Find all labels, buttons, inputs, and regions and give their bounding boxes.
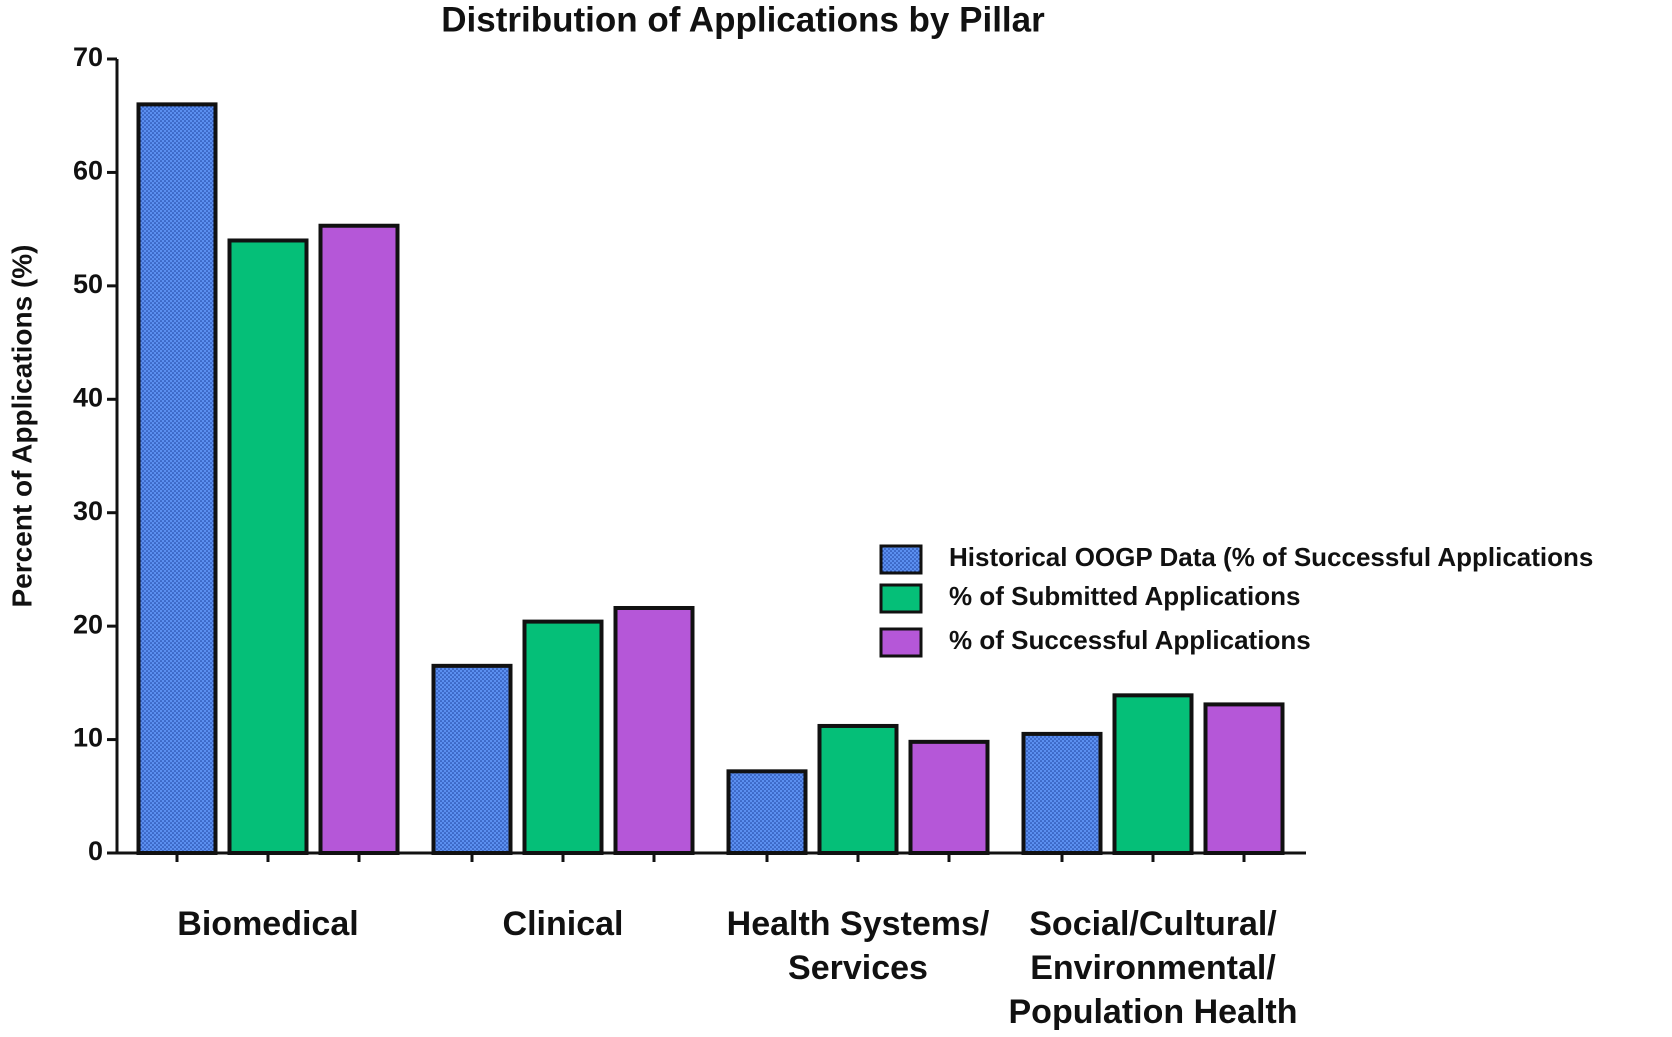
bar <box>726 769 808 855</box>
legend-swatch <box>879 583 923 614</box>
legend-label: % of Submitted Applications <box>949 581 1300 611</box>
x-tick-label: Clinical <box>502 905 624 943</box>
bar <box>522 619 604 855</box>
bar <box>318 223 400 856</box>
bar <box>1021 731 1103 856</box>
y-tick-label: 20 <box>73 609 103 639</box>
y-tick-label: 70 <box>73 42 103 72</box>
legend-swatch <box>879 627 923 658</box>
bar <box>1112 693 1194 855</box>
y-tick-label: 0 <box>88 836 103 866</box>
legend-label: Historical OOGP Data (% of Successful Ap… <box>949 542 1593 572</box>
y-axis-label: Percent of Applications (%) <box>6 244 37 607</box>
bar <box>1203 702 1285 855</box>
bar <box>136 102 218 856</box>
bar <box>817 723 899 856</box>
y-tick-label: 10 <box>73 723 103 753</box>
bar <box>431 663 513 855</box>
x-tick-label: Biomedical <box>177 905 359 943</box>
x-tick-label: Social/Cultural/ Environmental/ Populati… <box>1008 905 1298 1031</box>
x-tick-label: Health Systems/ Services <box>726 905 990 987</box>
chart-title: Distribution of Applications by Pillar <box>441 0 1045 39</box>
y-tick-label: 40 <box>73 382 103 412</box>
y-tick-label: 50 <box>73 269 103 299</box>
legend-swatch <box>879 544 923 575</box>
y-tick-label: 60 <box>73 156 103 186</box>
legend-label: % of Successful Applications <box>949 625 1311 655</box>
bar <box>613 605 695 855</box>
bar <box>227 238 309 855</box>
bar <box>908 739 990 856</box>
y-tick-label: 30 <box>73 496 103 526</box>
